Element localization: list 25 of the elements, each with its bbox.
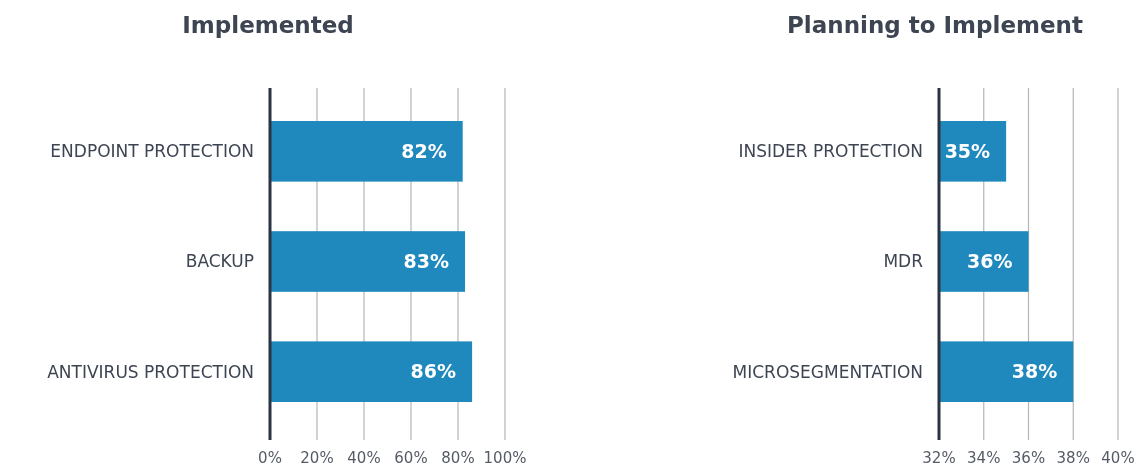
data-label: 35%: [944, 139, 991, 162]
data-label: 83%: [403, 250, 450, 273]
y-tick-label: ENDPOINT PROTECTION: [50, 141, 254, 162]
y-tick-label: MDR: [883, 251, 924, 272]
x-tick-label: 60%: [394, 449, 428, 468]
x-tick-label: 100%: [483, 449, 527, 468]
x-tick-label: 34%: [967, 449, 1001, 468]
y-tick-label: INSIDER PROTECTION: [738, 141, 923, 162]
x-tick-label: 40%: [347, 449, 381, 468]
x-tick-label: 80%: [441, 449, 475, 468]
y-tick-label: MICROSEGMENTATION: [732, 361, 923, 382]
x-tick-label: 0%: [258, 449, 282, 468]
x-tick-label: 32%: [922, 449, 956, 468]
x-tick-label: 20%: [300, 449, 334, 468]
data-label: 38%: [1011, 360, 1058, 383]
data-label: 36%: [967, 250, 1013, 273]
data-label: 86%: [410, 360, 457, 383]
x-tick-label: 40%: [1101, 449, 1135, 468]
y-tick-label: ANTIVIRUS PROTECTION: [47, 361, 254, 382]
chart-title: Implemented: [182, 12, 354, 38]
data-label: 82%: [401, 139, 447, 162]
x-tick-label: 38%: [1056, 449, 1090, 468]
y-tick-label: BACKUP: [185, 251, 254, 272]
x-tick-label: 36%: [1011, 449, 1046, 468]
chart-title: Planning to Implement: [787, 12, 1083, 38]
